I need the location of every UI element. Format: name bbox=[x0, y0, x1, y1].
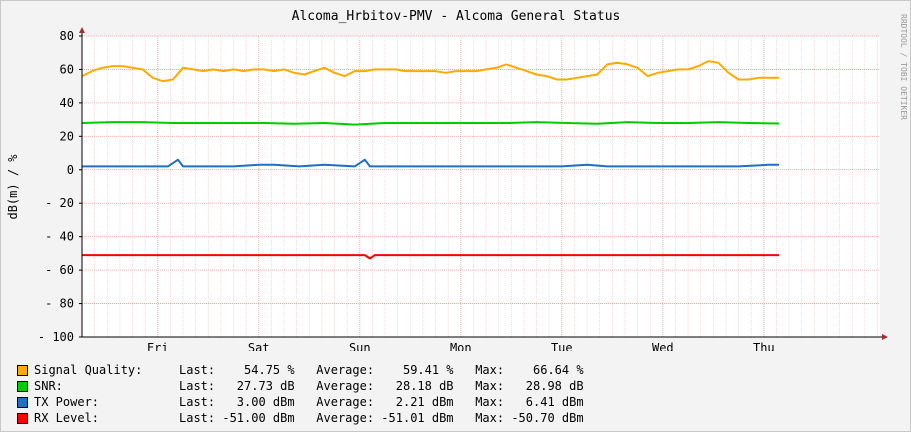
legend-stats: Last: -51.00 dBm Average: -51.01 dBm Max… bbox=[179, 411, 584, 425]
series-line-0 bbox=[81, 60, 779, 83]
legend-stats: Last: 27.73 dB Average: 28.18 dB Max: 28… bbox=[179, 379, 584, 393]
x-tick-label: Sun bbox=[349, 341, 371, 351]
legend-swatch bbox=[17, 396, 28, 408]
legend-swatch bbox=[17, 380, 28, 392]
x-tick-label: Wed bbox=[652, 341, 674, 351]
x-ticks: Fri Sat Sun Mon Tue Wed Thu bbox=[147, 341, 775, 351]
y-axis-label: dB(m) / % bbox=[6, 154, 20, 220]
legend-swatch bbox=[17, 412, 28, 424]
y-tick-label: 60 bbox=[60, 62, 74, 76]
legend-swatch bbox=[17, 364, 28, 376]
series-line-1 bbox=[81, 121, 780, 126]
legend-series-name: Signal Quality: bbox=[34, 363, 143, 377]
y-tick-label: - 20 bbox=[45, 196, 74, 210]
rrdtool-watermark: RRDTOOL / TOBI OETIKER bbox=[899, 14, 908, 120]
x-tick-label: Mon bbox=[450, 341, 472, 351]
x-tick-label: Sat bbox=[248, 341, 270, 351]
legend-row: RX Level: Last: -51.00 dBm Average: -51.0… bbox=[17, 410, 584, 426]
x-axis-arrow bbox=[882, 334, 888, 340]
legend-stats: Last: 54.75 % Average: 59.41 % Max: 66.6… bbox=[179, 363, 584, 377]
chart-title: Alcoma_Hrbitov-PMV - Alcoma General Stat… bbox=[292, 9, 621, 24]
legend-series-name: SNR: bbox=[34, 379, 63, 393]
y-ticks: 80 60 40 20 0 - 20 - 40 - 60 - 80 - 100 bbox=[38, 29, 82, 344]
series-line-2 bbox=[82, 158, 779, 168]
legend-stats: Last: 3.00 dBm Average: 2.21 dBm Max: 6.… bbox=[179, 395, 584, 409]
legend-row: SNR: Last: 27.73 dB Average: 28.18 dB Max… bbox=[17, 378, 584, 394]
chart-svg: 80 60 40 20 0 - 20 - 40 - 60 - 80 - 100 Fri Sat Sun… bbox=[6, 9, 908, 351]
y-tick-label: 0 bbox=[67, 163, 74, 177]
x-tick-label: Tue bbox=[551, 341, 573, 351]
legend-series-name: TX Power: bbox=[34, 395, 100, 409]
legend-row: Signal Quality: Last: 54.75 % Average: 59… bbox=[17, 362, 584, 378]
y-tick-label: - 100 bbox=[38, 330, 74, 344]
y-axis-arrow bbox=[79, 27, 85, 33]
series-line-3 bbox=[82, 254, 779, 260]
y-tick-label: 40 bbox=[60, 96, 74, 110]
x-tick-label: Thu bbox=[753, 341, 775, 351]
y-tick-label: 20 bbox=[60, 129, 74, 143]
y-tick-label: - 80 bbox=[45, 297, 74, 311]
legend: Signal Quality: Last: 54.75 % Average: 59… bbox=[17, 362, 584, 426]
plot-area bbox=[82, 36, 880, 337]
y-tick-label: 80 bbox=[60, 29, 74, 43]
x-tick-label: Fri bbox=[147, 341, 169, 351]
grid bbox=[82, 35, 880, 338]
legend-series-name: RX Level: bbox=[34, 411, 100, 425]
series-group bbox=[81, 60, 780, 260]
y-tick-label: - 40 bbox=[45, 230, 74, 244]
legend-row: TX Power: Last: 3.00 dBm Average: 2.21 dB… bbox=[17, 394, 584, 410]
y-tick-label: - 60 bbox=[45, 263, 74, 277]
axes bbox=[79, 27, 888, 340]
